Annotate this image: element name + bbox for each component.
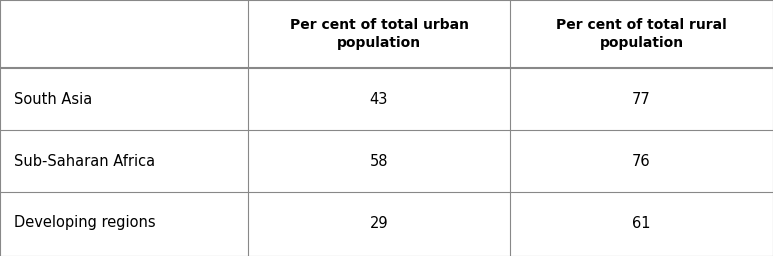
- Text: 43: 43: [369, 91, 388, 106]
- Text: 29: 29: [369, 216, 388, 230]
- Text: 77: 77: [632, 91, 651, 106]
- Text: Per cent of total rural
population: Per cent of total rural population: [556, 18, 727, 50]
- Text: South Asia: South Asia: [14, 91, 92, 106]
- Text: 76: 76: [632, 154, 651, 168]
- Text: 58: 58: [369, 154, 388, 168]
- Text: 61: 61: [632, 216, 651, 230]
- Text: Sub-Saharan Africa: Sub-Saharan Africa: [14, 154, 155, 168]
- Text: Per cent of total urban
population: Per cent of total urban population: [290, 18, 468, 50]
- Text: Developing regions: Developing regions: [14, 216, 155, 230]
